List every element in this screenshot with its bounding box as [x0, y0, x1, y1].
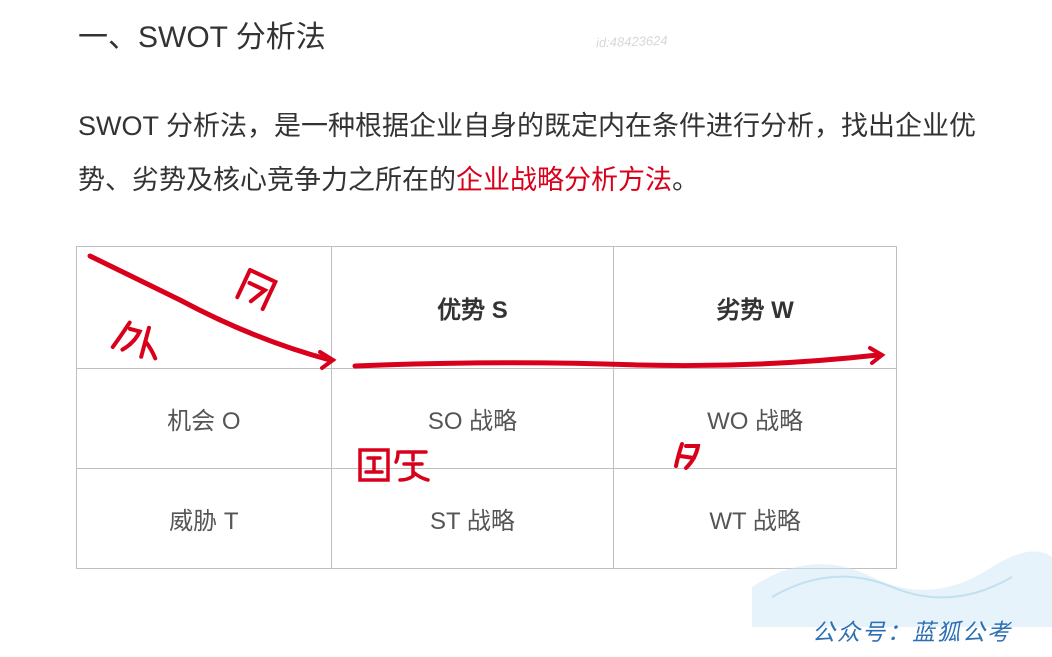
page-title: 一、SWOT 分析法 — [78, 12, 326, 56]
cell-st: ST 战略 — [331, 469, 614, 569]
swot-table: 优势 S 劣势 W 机会 O SO 战略 WO 战略 威胁 T ST 战略 WT… — [76, 246, 897, 569]
table-row: 机会 O SO 战略 WO 战略 — [77, 369, 897, 469]
row-header-t: 威胁 T — [77, 469, 332, 569]
intro-highlight: 企业战略分析方法 — [456, 165, 672, 195]
intro-paragraph: SWOT 分析法，是一种根据企业自身的既定内在条件进行分析，找出企业优势、劣势及… — [78, 99, 978, 207]
cell-wo: WO 战略 — [614, 369, 897, 469]
cell-so: SO 战略 — [331, 369, 614, 469]
watermark-id: id:48423624 — [596, 33, 668, 50]
table-row: 威胁 T ST 战略 WT 战略 — [77, 469, 897, 569]
col-header-s: 优势 S — [331, 247, 614, 369]
attribution-text: 公众号：蓝狐公考 — [812, 613, 1012, 647]
row-header-o: 机会 O — [77, 369, 332, 469]
cell-wt: WT 战略 — [614, 469, 897, 569]
intro-suffix: 。 — [672, 165, 699, 195]
table-header-row: 优势 S 劣势 W — [77, 247, 897, 369]
col-header-w: 劣势 W — [614, 247, 897, 369]
table-corner-cell — [77, 247, 332, 369]
